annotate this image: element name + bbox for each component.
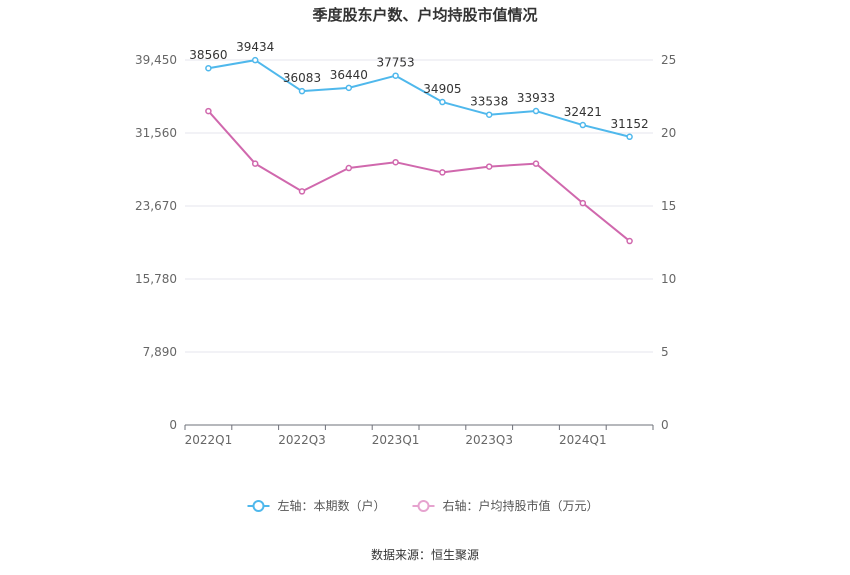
legend[interactable]: 左轴：本期数（户） 右轴：户均持股市值（万元） xyxy=(247,498,599,513)
right-y-tick-label: 5 xyxy=(661,345,669,359)
x-tick-label: 2023Q1 xyxy=(372,433,420,447)
data-label: 38560 xyxy=(189,48,227,62)
left-y-tick-label: 15,780 xyxy=(135,272,177,286)
data-point[interactable] xyxy=(251,160,259,167)
series-lines xyxy=(205,56,633,245)
legend-item-2[interactable]: 右轴：户均持股市值（万元） xyxy=(412,498,599,513)
legend-label: 左轴：本期数（户） xyxy=(278,498,386,513)
right-y-tick-label: 0 xyxy=(661,418,669,432)
data-label: 36440 xyxy=(330,68,368,82)
right-y-tick-label: 10 xyxy=(661,272,676,286)
series-line-1 xyxy=(208,59,630,138)
data-point[interactable] xyxy=(626,237,633,245)
data-point[interactable] xyxy=(251,56,259,64)
grid-lines xyxy=(185,59,653,353)
data-label: 33538 xyxy=(470,95,508,109)
left-y-tick-label: 7,890 xyxy=(143,345,177,359)
x-tick-label: 2024Q1 xyxy=(559,433,607,447)
data-point[interactable] xyxy=(205,64,212,72)
left-y-tick-label: 23,670 xyxy=(135,199,177,213)
x-tick-label: 2023Q3 xyxy=(465,433,513,447)
data-point[interactable] xyxy=(392,158,399,166)
data-label: 39434 xyxy=(236,40,274,54)
data-point[interactable] xyxy=(205,107,212,115)
data-label: 32421 xyxy=(564,105,602,119)
data-point[interactable] xyxy=(345,84,353,92)
axes: 2022Q1 2022Q3 2023Q1 2023Q3 2024Q1 0 7,890 15,7… xyxy=(135,53,676,447)
right-y-tick-label: 15 xyxy=(661,199,676,213)
left-y-tick-label: 31,560 xyxy=(135,126,177,140)
right-y-tick-label: 25 xyxy=(661,53,676,67)
data-point[interactable] xyxy=(579,199,587,207)
data-point[interactable] xyxy=(439,98,446,106)
data-label: 37753 xyxy=(377,56,415,70)
data-point[interactable] xyxy=(532,160,540,167)
data-point[interactable] xyxy=(485,163,493,170)
data-point[interactable] xyxy=(392,72,399,79)
data-point[interactable] xyxy=(345,164,353,172)
data-point[interactable] xyxy=(298,188,306,195)
data-point[interactable] xyxy=(626,133,633,141)
data-point[interactable] xyxy=(439,169,446,176)
series-line-2 xyxy=(207,110,631,242)
data-point[interactable] xyxy=(298,87,306,95)
source-note: 数据来源：恒生聚源 xyxy=(371,547,479,562)
left-y-tick-label: 0 xyxy=(169,418,177,432)
left-y-tick-label: 39,450 xyxy=(135,53,177,67)
data-point[interactable] xyxy=(485,111,493,118)
legend-label: 右轴：户均持股市值（万元） xyxy=(443,498,599,513)
data-label: 36083 xyxy=(283,71,321,85)
right-y-tick-label: 20 xyxy=(661,126,676,140)
x-tick-label: 2022Q3 xyxy=(278,433,326,447)
legend-swatch-marker xyxy=(417,500,430,512)
data-point[interactable] xyxy=(532,107,540,115)
data-label: 34905 xyxy=(423,82,461,96)
data-label: 31152 xyxy=(611,117,649,131)
data-point[interactable] xyxy=(579,121,587,129)
legend-item-1[interactable]: 左轴：本期数（户） xyxy=(247,498,386,513)
x-tick-label: 2022Q1 xyxy=(185,433,233,447)
legend-swatch-marker xyxy=(252,500,265,512)
chart-title: 季度股东户数、户均持股市值情况 xyxy=(312,6,537,24)
data-labels: 38560 39434 36083 36440 37753 34905 33538 33933… xyxy=(189,40,648,131)
data-label: 33933 xyxy=(517,91,555,105)
